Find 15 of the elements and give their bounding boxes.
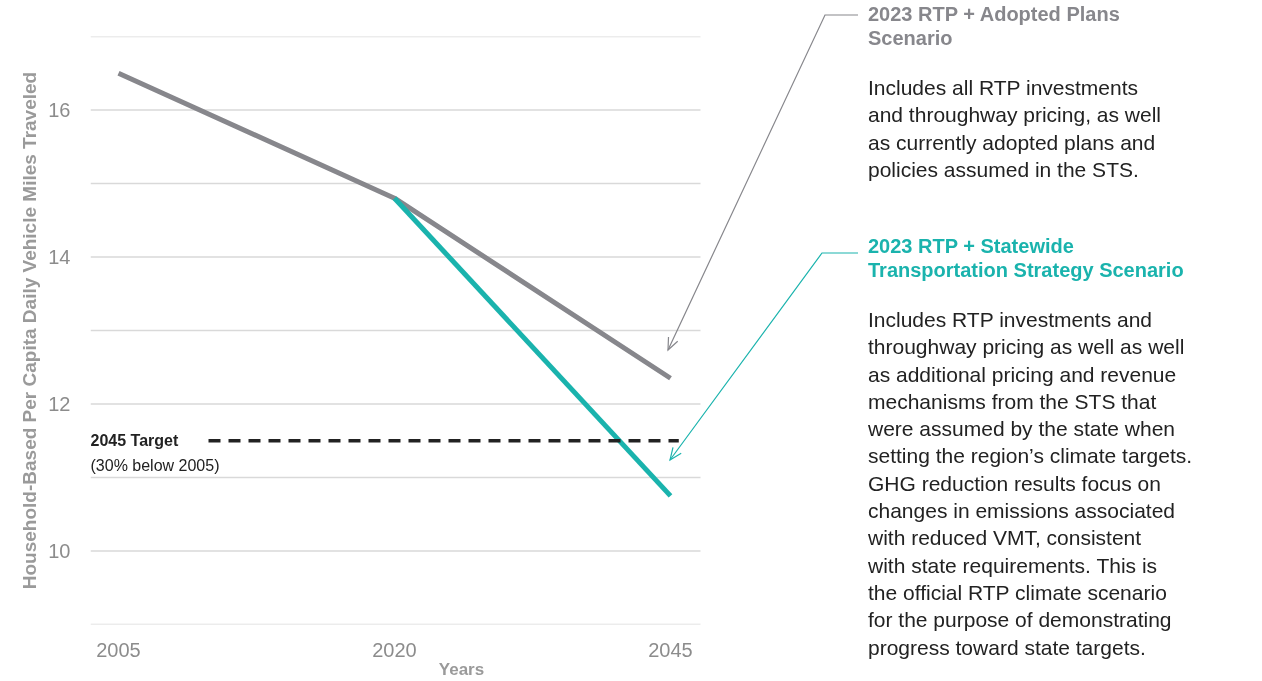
x-tick-label: 2005	[96, 638, 141, 661]
x-tick-label: 2045	[648, 638, 693, 661]
text: 2023 RTP + Adopted Plans Scenario	[868, 2, 1120, 50]
y-axis-title: Household-Based Per Capita Daily Vehicle Miles Traveled	[19, 71, 41, 590]
text: Includes all RTP investments and throughway pricing, as well as currently adopted plans and policies assumed in the STS.	[868, 75, 1161, 183]
y-tick-label: 10	[48, 540, 71, 562]
y-tick-label: 16	[48, 99, 71, 121]
x-axis-title: Years	[438, 659, 485, 679]
annotation: (30% below 2005)	[90, 456, 220, 474]
y-tick-label: 14	[48, 246, 71, 268]
y-tick-label: 12	[48, 393, 71, 415]
x-tick-label: 2020	[372, 638, 417, 661]
ref-line-label: 2045 Target	[90, 432, 179, 450]
text: 2023 RTP + Statewide Transportation Strategy Scenario	[868, 234, 1184, 282]
text: Includes RTP investments and throughway pricing as well as well as additional pricing and revenue mechanisms from the STS that were assumed by the state when setting the region’s climate targets. GHG reduction results focus on changes in emissions associated with reduced VMT, consistent with state requirements. This is the official RTP climate scenario for the purpose of demonstrating progress toward state targets.	[868, 308, 1193, 659]
